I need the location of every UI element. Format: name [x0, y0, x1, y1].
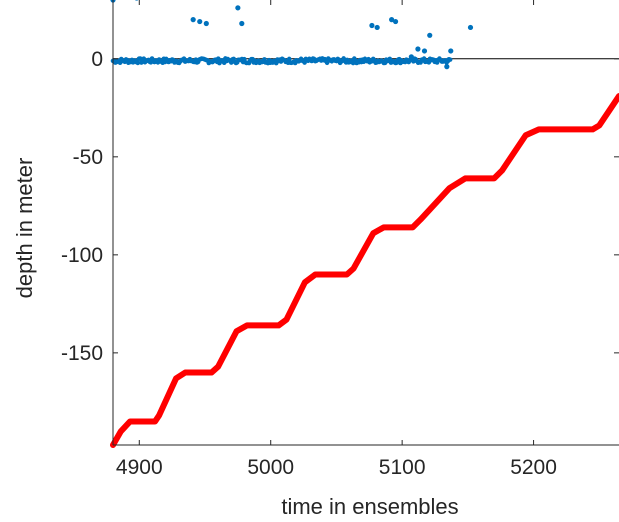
- x-tick-label: 5100: [379, 456, 426, 479]
- surface-point: [135, 60, 141, 66]
- surface-outlier-point: [448, 48, 454, 54]
- surface-outlier-point: [389, 17, 395, 23]
- surface-outlier-point: [235, 5, 241, 11]
- surface-outlier-point: [369, 22, 375, 29]
- surface-point: [447, 57, 453, 62]
- surface-outlier-point: [408, 54, 414, 60]
- y-tick-label: -100: [61, 244, 103, 267]
- x-tick-label: 5000: [247, 456, 294, 479]
- instrument-depth-series: [110, 93, 619, 448]
- surface-outlier-point: [392, 18, 399, 25]
- y-axis-label: depth in meter: [12, 158, 37, 299]
- surface-detection-series: [110, 0, 474, 70]
- x-tick-label: 5200: [510, 456, 557, 479]
- y-axis-ticks: 0 -50 -100 -150: [61, 48, 619, 365]
- surface-outlier-point: [239, 20, 245, 27]
- x-tick-label: 4900: [116, 456, 163, 479]
- surface-outlier-point: [427, 32, 433, 38]
- surface-outlier-point: [190, 17, 196, 23]
- axes: [112, 0, 619, 446]
- surface-outlier-point: [197, 18, 203, 25]
- surface-point: [286, 56, 292, 62]
- y-tick-label: -50: [73, 146, 103, 169]
- x-axis-ticks: 4900 5000 5100 5200: [116, 0, 557, 479]
- surface-outlier-point: [374, 24, 380, 31]
- surface-outlier-point: [467, 24, 474, 31]
- surface-outlier-point: [421, 48, 428, 54]
- y-tick-label: 0: [91, 48, 103, 71]
- surface-outlier-point: [203, 20, 209, 27]
- surface-outlier-point: [415, 46, 421, 52]
- surface-outlier-point: [444, 64, 450, 70]
- depth-profile-line: [110, 93, 619, 448]
- surface-outlier-point: [134, 0, 139, 1]
- y-tick-label: -150: [61, 342, 103, 365]
- x-axis-label: time in ensembles: [281, 494, 458, 519]
